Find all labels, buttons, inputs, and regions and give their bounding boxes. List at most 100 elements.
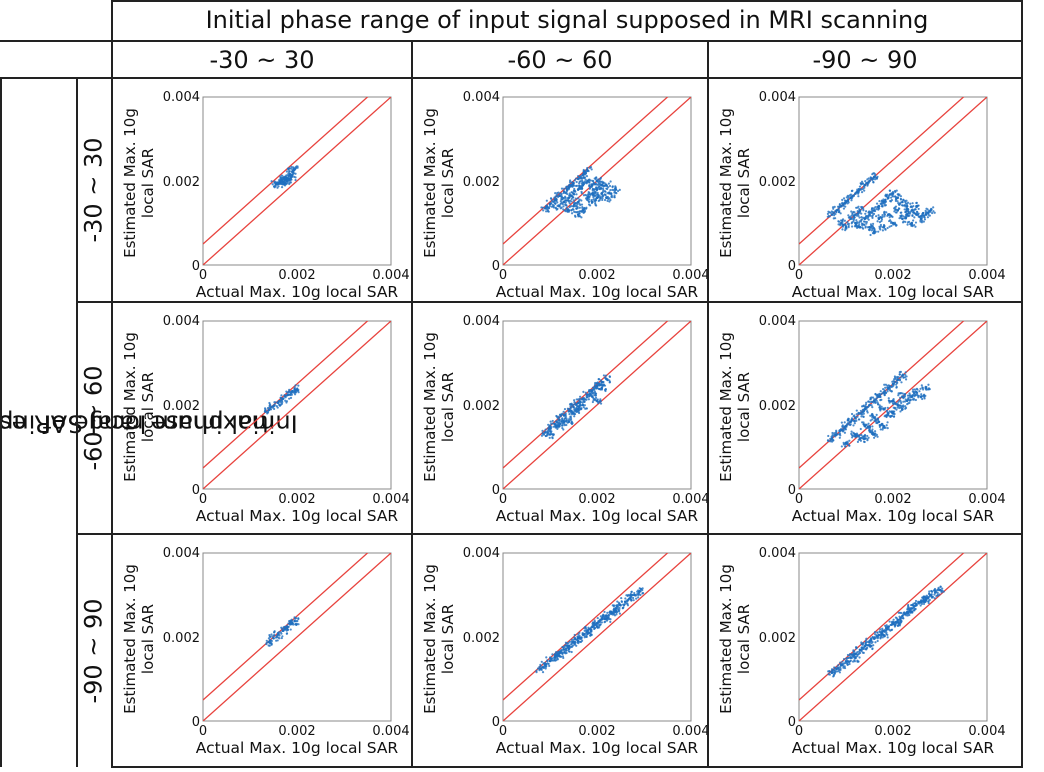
data-point — [924, 394, 927, 397]
y-tick-label: 0 — [788, 483, 796, 498]
data-point — [271, 635, 274, 638]
data-point — [609, 618, 612, 621]
data-point — [847, 417, 850, 420]
data-point — [855, 413, 858, 416]
data-point — [892, 415, 896, 418]
data-point — [899, 396, 902, 399]
data-point — [556, 427, 559, 430]
plot-frame — [798, 96, 988, 266]
data-point — [888, 225, 891, 228]
data-point — [871, 425, 874, 428]
data-point — [850, 199, 853, 202]
data-point — [294, 384, 297, 387]
data-point — [847, 216, 851, 219]
data-point — [912, 388, 915, 391]
data-point — [613, 195, 616, 199]
data-point — [857, 212, 860, 215]
x-axis-label: Actual Max. 10g local SAR — [196, 507, 399, 525]
data-point — [875, 413, 878, 416]
data-point — [596, 186, 599, 189]
y-axis-label-line-2: local SAR — [735, 372, 753, 442]
data-point — [879, 223, 883, 227]
y-axis-label-line-2: local SAR — [735, 148, 753, 218]
data-point — [842, 429, 845, 432]
data-point — [618, 603, 621, 606]
x-tick-label: 0.004 — [968, 268, 1005, 283]
data-point — [270, 633, 273, 636]
data-point — [885, 424, 888, 427]
data-point — [868, 225, 871, 229]
data-point — [578, 405, 581, 409]
data-point — [916, 394, 919, 397]
column-header-2: -60 ~ 60 — [507, 46, 613, 74]
data-point — [614, 188, 617, 191]
data-point — [871, 432, 875, 436]
data-point — [869, 176, 872, 179]
data-point — [909, 394, 912, 397]
data-point — [546, 206, 549, 209]
data-point — [559, 655, 562, 658]
data-point — [601, 380, 604, 384]
data-point — [618, 188, 621, 192]
data-point — [904, 202, 907, 205]
data-point — [566, 192, 569, 196]
data-point — [860, 436, 864, 439]
data-point — [905, 209, 908, 213]
data-point — [612, 611, 615, 614]
data-point — [876, 639, 879, 643]
data-point — [559, 192, 562, 195]
data-point — [847, 226, 850, 229]
data-point — [919, 396, 922, 399]
data-point — [276, 406, 279, 409]
data-point — [271, 406, 274, 409]
data-point — [922, 220, 925, 223]
data-point — [573, 399, 576, 402]
data-point — [882, 392, 886, 395]
data-point — [556, 652, 559, 655]
data-point — [891, 194, 894, 197]
data-point — [862, 408, 865, 411]
data-point — [273, 630, 276, 633]
data-point — [618, 606, 621, 610]
data-point — [861, 421, 864, 424]
data-point — [855, 646, 858, 650]
data-point — [899, 616, 903, 619]
data-point — [850, 417, 854, 420]
data-point — [550, 199, 554, 203]
data-point — [574, 202, 577, 205]
data-point — [904, 405, 907, 408]
data-point — [593, 183, 597, 186]
data-point — [606, 378, 609, 381]
x-tick-label: 0.004 — [672, 492, 707, 507]
data-point — [585, 635, 588, 638]
data-point — [831, 431, 834, 435]
data-point — [896, 618, 900, 621]
data-point — [912, 219, 915, 222]
data-point — [842, 666, 845, 669]
data-point — [883, 635, 886, 638]
data-point — [880, 219, 883, 223]
data-point — [274, 182, 278, 185]
data-point — [892, 398, 895, 401]
data-point — [838, 205, 841, 208]
data-point — [857, 187, 860, 191]
data-point — [597, 378, 601, 381]
data-point — [936, 591, 939, 594]
data-point — [603, 198, 607, 202]
data-point — [279, 403, 282, 407]
data-point — [557, 424, 560, 427]
data-point — [902, 397, 905, 400]
data-point — [860, 212, 863, 215]
data-point — [897, 394, 900, 397]
data-point — [888, 216, 891, 219]
data-point — [288, 397, 291, 400]
data-point — [624, 597, 627, 600]
data-point — [873, 178, 877, 181]
y-axis-label-line-1: Estimated Max. 10g — [121, 108, 139, 258]
data-point — [606, 199, 609, 202]
data-point — [863, 440, 866, 444]
data-point — [860, 433, 863, 437]
data-point — [560, 195, 564, 199]
